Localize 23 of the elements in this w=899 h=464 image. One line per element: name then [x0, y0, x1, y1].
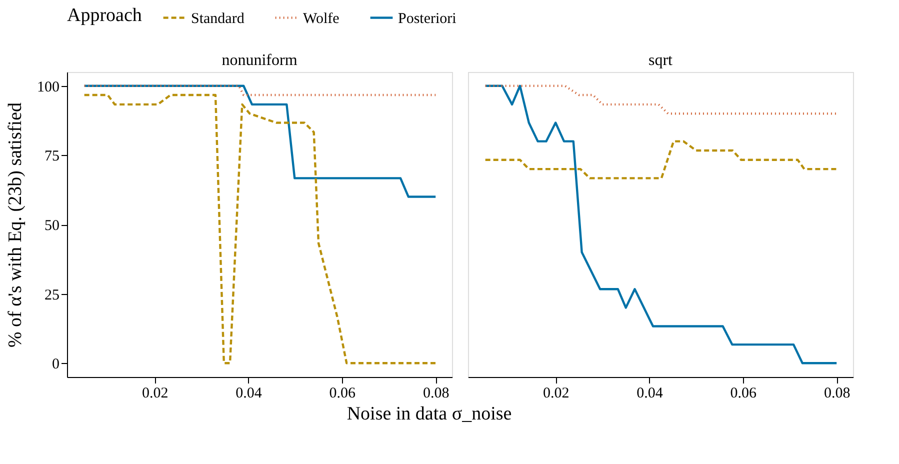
y-tick-label: 0	[52, 356, 60, 373]
legend-label: Wolfe	[303, 10, 340, 27]
x-tick-label: 0.06	[730, 386, 758, 402]
x-tick-label: 0.02	[142, 386, 168, 402]
y-tick-label: 75	[44, 148, 60, 165]
legend-title: Approach	[67, 5, 142, 26]
line-series	[83, 94, 437, 364]
y-tick-label: 25	[44, 287, 60, 304]
x-tick-label: 0.04	[236, 386, 262, 402]
chart-title: nonuniform	[222, 52, 298, 69]
y-tick-label: 100	[37, 79, 60, 96]
x-tick-label: 0.02	[542, 386, 570, 402]
y-axis-title: % of α's with Eq. (23b) satisfied	[5, 102, 26, 348]
x-tick-label: 0.04	[636, 386, 664, 402]
legend-label: Standard	[191, 10, 245, 27]
y-tick-label: 50	[44, 218, 60, 234]
x-axis-title: Noise in data σ_noise	[346, 404, 512, 424]
line-series	[83, 84, 437, 198]
x-tick-label: 0.08	[824, 386, 850, 402]
x-tick-label: 0.08	[422, 386, 450, 402]
x-tick-label: 0.06	[329, 386, 356, 402]
chart-title: sqrt	[648, 52, 674, 69]
legend-label: Posteriori	[398, 10, 456, 27]
